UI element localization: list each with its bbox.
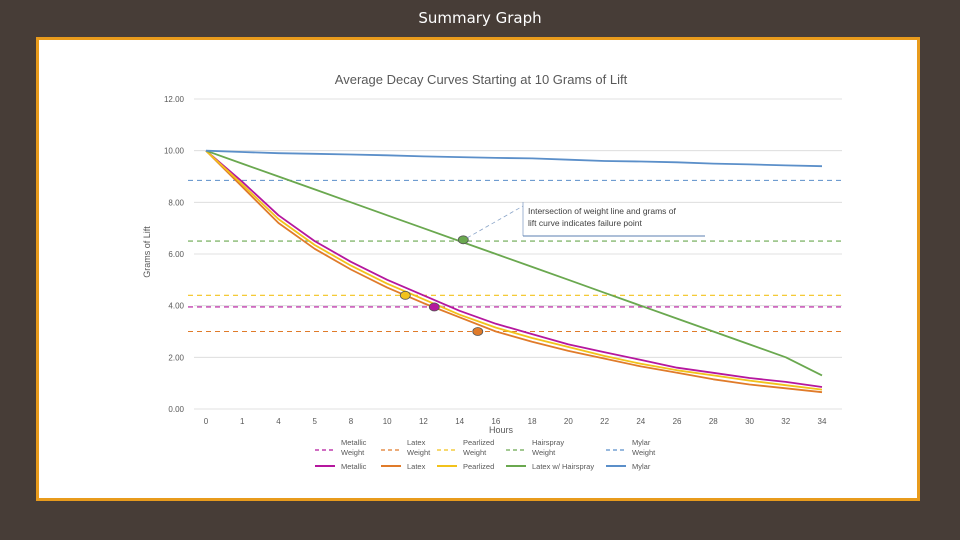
x-tick-label: 5	[312, 417, 317, 426]
x-tick-label: 22	[600, 417, 609, 426]
chart-title: Average Decay Curves Starting at 10 Gram…	[335, 72, 628, 87]
x-tick-label: 14	[455, 417, 464, 426]
metallic-series-legend-label: Metallic	[341, 462, 367, 471]
mylar-series-line	[205, 149, 823, 168]
mylar-series-legend-label: Mylar	[632, 462, 651, 471]
mylar-weight-legend-label-2: Weight	[632, 448, 656, 457]
annotation-text: lift curve indicates failure point	[528, 218, 643, 228]
y-axis-label: Grams of Lift	[142, 226, 152, 278]
x-axis-label: Hours	[489, 425, 514, 435]
annotation-leader	[467, 205, 524, 239]
chart-frame: Average Decay Curves Starting at 10 Gram…	[36, 37, 920, 501]
pearlized-weight-legend-label-2: Weight	[463, 448, 487, 457]
y-tick-label: 8.00	[168, 198, 184, 207]
hairspray-series-line	[205, 149, 823, 377]
hairspray-weight-legend-label-2: Weight	[532, 448, 556, 457]
latex-series-line	[205, 150, 823, 394]
y-tick-label: 0.00	[168, 405, 184, 414]
mylar-weight-legend-label: Mylar	[632, 438, 651, 447]
x-tick-label: 26	[673, 417, 682, 426]
metallic-failure-point	[428, 302, 440, 312]
latex-weight-legend-label-2: Weight	[407, 448, 431, 457]
hairspray-weight-legend-label: Hairspray	[532, 438, 564, 447]
hairspray-failure-point	[457, 235, 469, 245]
pearlized-weight-legend-label: Pearlized	[463, 438, 494, 447]
x-tick-label: 34	[818, 417, 827, 426]
metallic-weight-legend-label: Metallic	[341, 438, 367, 447]
latex-series-legend-label: Latex	[407, 462, 426, 471]
x-tick-label: 28	[709, 417, 718, 426]
x-tick-label: 0	[204, 417, 209, 426]
hairspray-series-legend-label: Latex w/ Hairspray	[532, 462, 594, 471]
y-tick-label: 10.00	[164, 147, 185, 156]
y-tick-label: 12.00	[164, 95, 185, 104]
x-tick-label: 32	[781, 417, 790, 426]
metallic-series-line	[205, 150, 823, 388]
x-tick-label: 24	[636, 417, 645, 426]
y-tick-label: 4.00	[168, 302, 184, 311]
x-tick-label: 1	[240, 417, 245, 426]
x-tick-label: 20	[564, 417, 573, 426]
x-tick-label: 18	[528, 417, 537, 426]
x-tick-label: 4	[276, 417, 281, 426]
decay-chart: Average Decay Curves Starting at 10 Gram…	[142, 72, 842, 471]
metallic-weight-legend-label-2: Weight	[341, 448, 365, 457]
latex-weight-legend-label: Latex	[407, 438, 426, 447]
x-tick-label: 30	[745, 417, 754, 426]
x-tick-label: 12	[419, 417, 428, 426]
y-tick-label: 6.00	[168, 250, 184, 259]
slide-title: Summary Graph	[418, 9, 542, 27]
pearlized-series-line	[205, 150, 823, 391]
x-tick-label: 16	[491, 417, 500, 426]
x-tick-label: 10	[383, 417, 392, 426]
y-tick-label: 2.00	[168, 353, 184, 362]
x-tick-label: 8	[349, 417, 354, 426]
pearlized-series-legend-label: Pearlized	[463, 462, 494, 471]
pearlized-failure-point	[399, 290, 411, 300]
annotation-text: Intersection of weight line and grams of	[528, 206, 677, 216]
latex-failure-point	[472, 327, 484, 336]
